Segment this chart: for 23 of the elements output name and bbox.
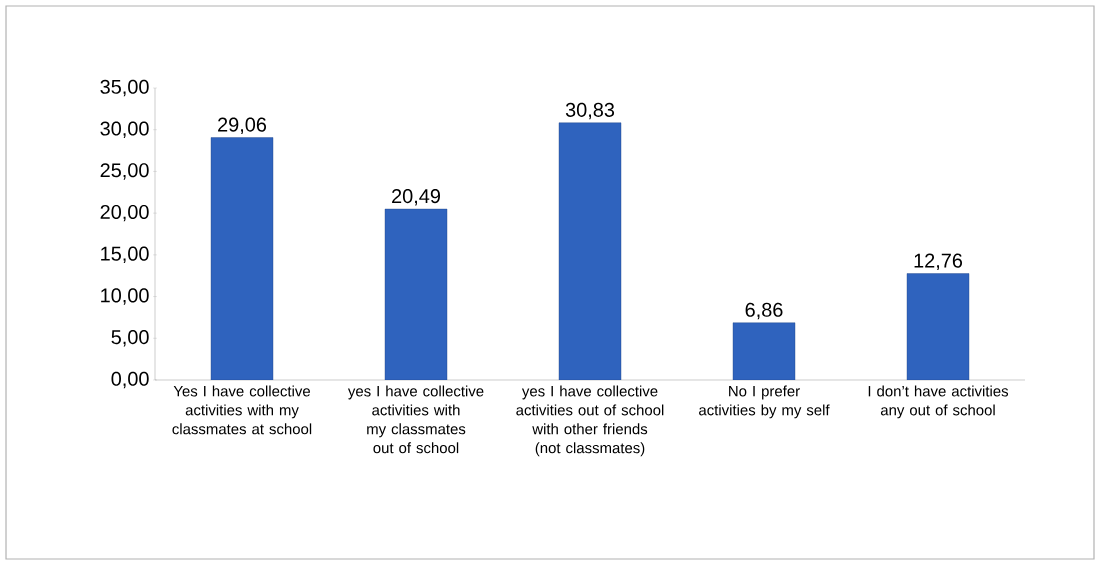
y-tick-label: 0,00: [111, 371, 149, 389]
x-tick-label: No I prefer activities by my self: [699, 385, 830, 419]
x-tick-label: yes I have collective activities with my classmates out of school: [347, 385, 484, 454]
bar: [732, 322, 796, 380]
y-tick-label: 30,00: [100, 121, 149, 138]
y-tick-label: 20,00: [100, 204, 149, 222]
x-tick-label: yes I have collective activities out of school with other friends (not classmates): [516, 385, 664, 457]
bar: [558, 122, 622, 380]
data-label: 12,76: [914, 253, 963, 271]
data-label: 29,06: [218, 117, 267, 135]
data-label: 6,86: [745, 302, 783, 320]
y-tick-label: 15,00: [101, 246, 149, 264]
data-label: 30,83: [565, 102, 615, 120]
y-tick-label: 5,00: [111, 330, 149, 347]
x-tick-label: I don’t have activities any out of school: [868, 385, 1009, 419]
y-tick-label: 10,00: [101, 288, 149, 305]
y-tick-label: 35,00: [100, 79, 149, 97]
x-tick-label: Yes I have collective activities with my classmates at school: [172, 385, 312, 435]
bar: [384, 208, 448, 380]
bar: [210, 137, 274, 380]
data-label: 20,49: [392, 189, 440, 206]
y-tick-label: 25,00: [100, 163, 149, 180]
bar: [906, 273, 970, 380]
